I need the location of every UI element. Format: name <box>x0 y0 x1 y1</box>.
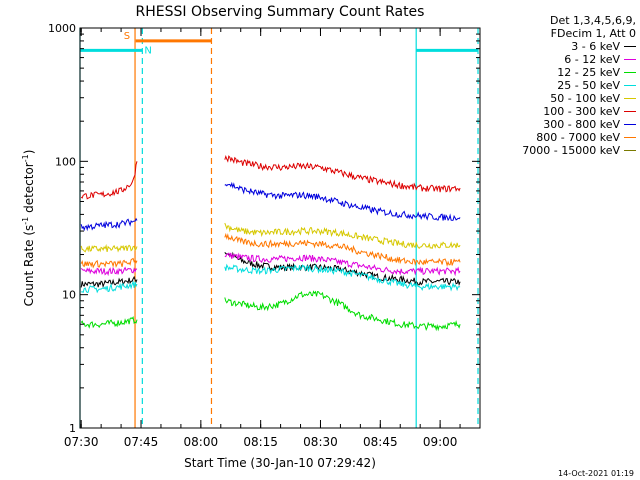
series-line <box>80 257 138 269</box>
legend-entry: 7000 - 15000 keV <box>480 144 636 157</box>
series-line <box>80 161 138 200</box>
legend-swatch <box>624 150 636 151</box>
series-line <box>224 263 461 292</box>
series-line <box>80 217 138 232</box>
x-axis: 07:30 07:45 08:00 08:15 08:30 08:45 09:00 <box>64 28 481 449</box>
x-tick-label: 07:30 <box>64 435 99 449</box>
x-tick-label: 08:30 <box>303 435 338 449</box>
y-tick-label: 100 <box>55 155 76 168</box>
legend-swatch <box>624 72 636 73</box>
legend-entry: 300 - 800 keV <box>480 118 636 131</box>
legend: Det 1,3,4,5,6,9, FDecim 1, Att 0 3 - 6 k… <box>480 14 636 157</box>
legend-swatch <box>624 59 636 60</box>
y-axis: 1 10 100 1000 <box>48 22 480 435</box>
night-flag-label: N <box>144 45 151 56</box>
legend-swatch <box>624 98 636 99</box>
y-tick-label: 10 <box>62 289 76 302</box>
legend-entry-label: 25 - 50 keV <box>557 79 620 92</box>
series-line <box>224 181 461 222</box>
event-lines <box>79 28 479 428</box>
x-tick-label: 08:00 <box>184 435 219 449</box>
series-line <box>81 280 138 294</box>
series-line <box>80 316 138 329</box>
flag-layer: SN <box>80 31 479 56</box>
series-line <box>80 275 138 289</box>
series-line <box>80 243 138 253</box>
y-tick-label: 1 <box>69 422 76 435</box>
series-line <box>224 222 461 250</box>
legend-entry-label: 7000 - 15000 keV <box>522 144 620 157</box>
series-line <box>80 266 138 277</box>
legend-header-line-2: FDecim 1, Att 0 <box>550 27 636 40</box>
series-line <box>224 290 461 332</box>
legend-swatch <box>624 111 636 112</box>
x-tick-label: 08:45 <box>363 435 398 449</box>
legend-entry: 50 - 100 keV <box>480 92 636 105</box>
saa-flag-label: S <box>124 31 130 42</box>
legend-entry: 6 - 12 keV <box>480 53 636 66</box>
legend-entry: 25 - 50 keV <box>480 79 636 92</box>
legend-entry: 3 - 6 keV <box>480 40 636 53</box>
legend-header-line-1: Det 1,3,4,5,6,9, <box>549 14 636 27</box>
legend-swatch <box>624 85 636 86</box>
legend-entry-label: 100 - 300 keV <box>543 105 620 118</box>
legend-entry: 800 - 7000 keV <box>480 131 636 144</box>
legend-swatch <box>624 124 636 125</box>
legend-entry-label: 50 - 100 keV <box>550 92 620 105</box>
series-line <box>224 232 461 267</box>
y-tick-label: 1000 <box>48 22 76 35</box>
legend-entry-label: 3 - 6 keV <box>571 40 620 53</box>
plot-frame <box>79 27 481 429</box>
legend-entry-label: 6 - 12 keV <box>564 53 620 66</box>
y-axis-label: Count Rate (s-1 detector-1) <box>21 150 36 307</box>
legend-swatch <box>624 137 636 138</box>
chart-title: RHESSI Observing Summary Count Rates <box>136 4 425 20</box>
x-tick-label: 07:45 <box>124 435 159 449</box>
series-line <box>224 252 461 277</box>
x-tick-label: 09:00 <box>423 435 458 449</box>
legend-entry: 12 - 25 keV <box>480 66 636 79</box>
legend-entry: 100 - 300 keV <box>480 105 636 118</box>
legend-entry-label: 800 - 7000 keV <box>536 131 620 144</box>
legend-swatch <box>624 46 636 47</box>
generated-timestamp: 14-Oct-2021 01:19 <box>558 469 634 478</box>
x-tick-label: 08:15 <box>243 435 278 449</box>
legend-entry-label: 300 - 800 keV <box>543 118 620 131</box>
x-axis-label: Start Time (30-Jan-10 07:29:42) <box>184 456 376 470</box>
legend-entries: 3 - 6 keV 6 - 12 keV 12 - 25 keV 25 - 50 ke… <box>480 40 636 157</box>
legend-entry-label: 12 - 25 keV <box>557 66 620 79</box>
series-layer <box>80 154 461 332</box>
series-line <box>224 154 461 193</box>
